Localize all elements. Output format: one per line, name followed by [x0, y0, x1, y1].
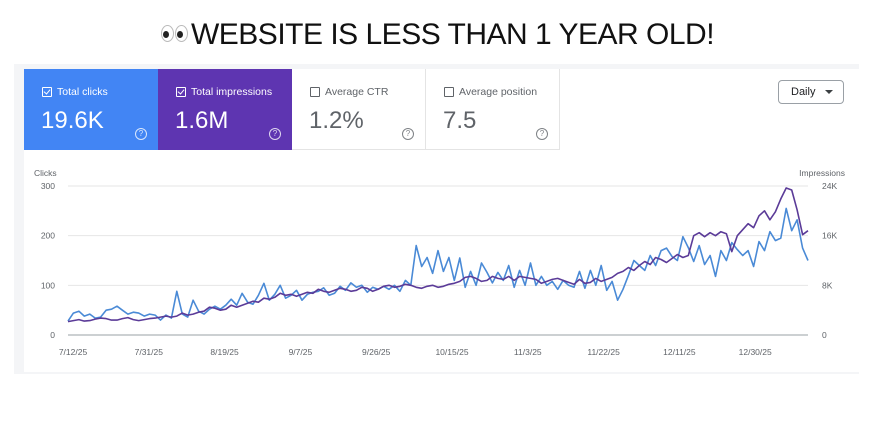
x-tick-label: 12/11/25: [663, 347, 696, 357]
x-tick-label: 10/15/25: [435, 347, 468, 357]
left-tick-label: 200: [41, 231, 55, 241]
x-tick-label: 7/31/25: [135, 347, 164, 357]
x-tick-label: 11/22/25: [587, 347, 620, 357]
x-tick-label: 8/19/25: [210, 347, 239, 357]
eyes-icon: [160, 24, 188, 42]
headline: WEBSITE IS LESS THAN 1 YEAR OLD!: [0, 18, 875, 52]
x-tick-label: 9/26/25: [362, 347, 391, 357]
metric-average-ctr[interactable]: Average CTR 1.2% ?: [292, 69, 426, 150]
checkbox-unchecked-icon[interactable]: [310, 87, 320, 97]
impressions-series-line: [67, 187, 809, 323]
left-tick-label: 100: [41, 280, 55, 290]
metric-label: Average position: [459, 86, 538, 98]
metric-label: Average CTR: [325, 86, 389, 98]
right-tick-label: 8K: [822, 280, 833, 290]
metric-value: 19.6K: [41, 107, 104, 134]
metric-total-impressions[interactable]: Total impressions 1.6M ?: [158, 69, 292, 150]
left-axis-label: Clicks: [34, 168, 57, 178]
x-tick-label: 9/7/25: [289, 347, 313, 357]
right-axis-label: Impressions: [799, 168, 845, 178]
clicks-series-line: [67, 207, 809, 322]
right-tick-label: 24K: [822, 181, 837, 191]
right-tick-label: 16K: [822, 231, 837, 241]
help-icon[interactable]: ?: [135, 128, 147, 140]
metric-total-clicks[interactable]: Total clicks 19.6K ?: [24, 69, 158, 150]
dropdown-caret-icon: [825, 90, 833, 94]
left-tick-label: 300: [41, 181, 55, 191]
metric-value: 1.6M: [175, 107, 229, 134]
period-select[interactable]: Daily: [778, 80, 844, 104]
metric-label: Total impressions: [191, 86, 273, 98]
help-icon[interactable]: ?: [402, 128, 414, 140]
metric-value: 7.5: [443, 107, 477, 134]
x-tick-label: 7/12/25: [59, 347, 88, 357]
checkbox-checked-icon[interactable]: [42, 87, 52, 97]
headline-text: WEBSITE IS LESS THAN 1 YEAR OLD!: [190, 18, 715, 51]
metric-label: Total clicks: [57, 86, 108, 98]
right-tick-label: 0: [822, 330, 827, 340]
checkbox-unchecked-icon[interactable]: [444, 87, 454, 97]
checkbox-checked-icon[interactable]: [176, 87, 186, 97]
x-tick-label: 12/30/25: [739, 347, 772, 357]
metric-value: 1.2%: [309, 107, 364, 134]
help-icon[interactable]: ?: [269, 128, 281, 140]
x-tick-label: 11/3/25: [514, 347, 542, 357]
help-icon[interactable]: ?: [536, 128, 548, 140]
left-tick-label: 0: [50, 330, 55, 340]
metric-average-position[interactable]: Average position 7.5 ?: [426, 69, 560, 150]
period-select-value: Daily: [791, 86, 816, 98]
